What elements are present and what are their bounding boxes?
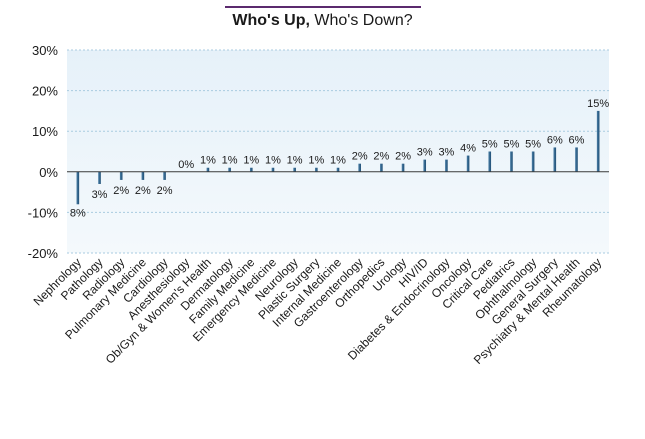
y-tick-label: 30% [32, 43, 58, 58]
y-tick-label: 0% [39, 165, 58, 180]
chart-title-block: Who's Up, Who's Down? [0, 0, 645, 30]
data-label: 6% [569, 134, 585, 146]
data-label: 1% [200, 155, 216, 167]
y-axis-tick-labels: 30% 20% 10% 0% -10% -20% [28, 43, 59, 261]
data-label: 6% [547, 134, 563, 146]
data-label: 2% [352, 151, 368, 163]
data-label: 2% [373, 151, 389, 163]
data-label: 1% [222, 155, 238, 167]
data-label: 4% [460, 143, 476, 155]
y-tick-label: 10% [32, 124, 58, 139]
data-label: 3% [92, 189, 108, 201]
bar [76, 171, 80, 205]
data-label: 15% [587, 98, 609, 110]
bar [466, 155, 470, 172]
bar [98, 171, 101, 184]
bar [531, 151, 535, 172]
data-labels: 8% 3% 2% 2% 2% 0% 1% 1% 1% 1% 1% 1% 1% 2% 2% 2% 3% 3% 4% 5%… [70, 98, 609, 219]
bar [401, 163, 405, 172]
bar [596, 110, 600, 172]
data-label: 5% [503, 139, 519, 151]
bar [380, 163, 383, 172]
data-label: 3% [438, 147, 454, 159]
bar [163, 171, 166, 180]
bar [423, 159, 427, 172]
bar [575, 147, 578, 172]
bar [358, 163, 361, 172]
data-label: 1% [308, 155, 324, 167]
data-label: 5% [525, 139, 541, 151]
title-rule [224, 6, 421, 8]
data-label: 0% [178, 159, 194, 171]
data-label: 2% [395, 151, 411, 163]
bar [315, 167, 318, 172]
bar [293, 167, 296, 172]
data-label: 1% [265, 155, 281, 167]
plot-area [67, 50, 609, 253]
bar [510, 151, 513, 172]
bar [206, 167, 210, 172]
y-tick-label: -10% [28, 205, 59, 220]
chart-title: Who's Up, Who's Down? [232, 12, 412, 30]
bar [249, 167, 253, 172]
data-label: 1% [243, 155, 259, 167]
data-label: 1% [330, 155, 346, 167]
bar [271, 167, 275, 172]
bar [228, 167, 231, 172]
bars [76, 110, 600, 205]
data-label: 2% [135, 185, 151, 197]
y-tick-label: -20% [28, 246, 59, 261]
bar [336, 167, 340, 172]
chart-title-rest: Who's Down? [314, 12, 413, 29]
data-label: 3% [417, 147, 433, 159]
data-label: 2% [157, 185, 173, 197]
bar [119, 171, 123, 180]
bar [445, 159, 448, 172]
chart-title-bold: Who's Up, [232, 12, 310, 29]
data-label: 8% [70, 207, 86, 219]
y-tick-label: 20% [32, 84, 58, 99]
data-label: 1% [287, 155, 303, 167]
bar [141, 171, 145, 180]
bar [553, 147, 557, 172]
data-label: 2% [113, 185, 129, 197]
data-label: 5% [482, 139, 498, 151]
bar [488, 151, 492, 172]
